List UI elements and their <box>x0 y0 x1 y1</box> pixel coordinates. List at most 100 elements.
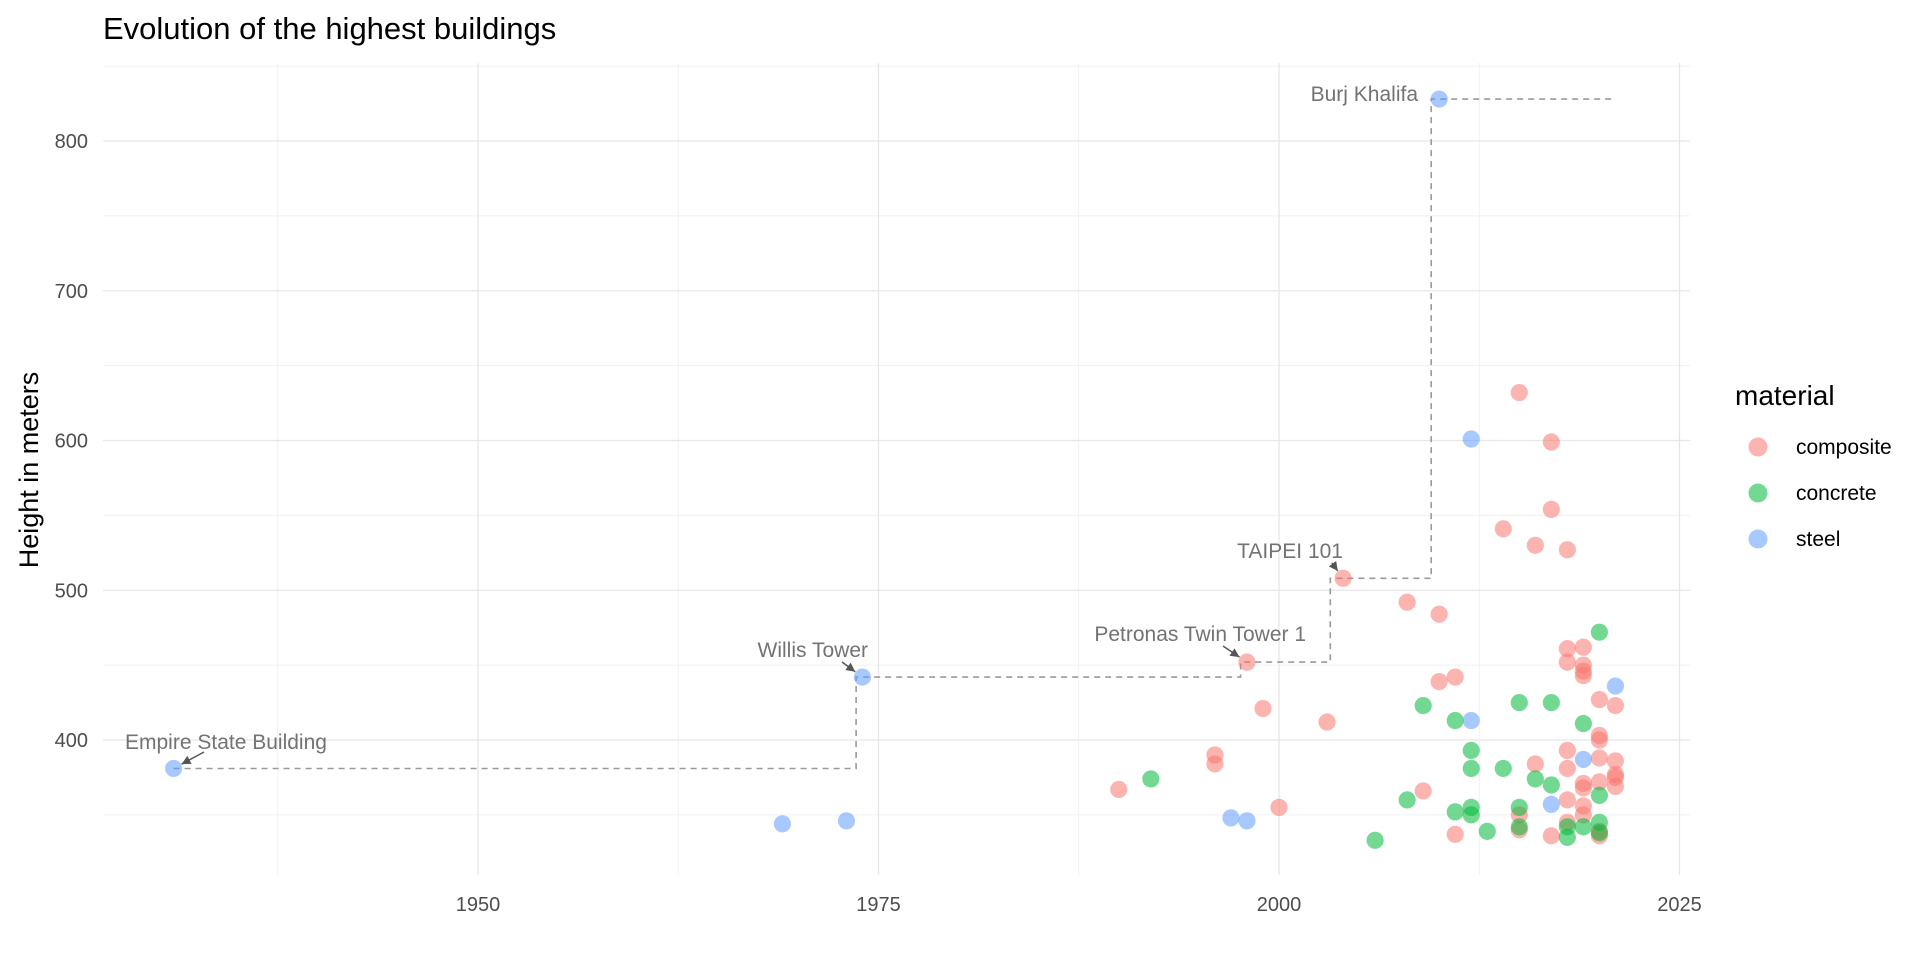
data-point-composite <box>1574 806 1592 824</box>
data-point-concrete <box>1446 803 1464 821</box>
data-point-composite <box>1526 536 1544 554</box>
annotation-arrowhead <box>181 755 192 765</box>
data-point-steel <box>1238 812 1256 830</box>
data-point-composite <box>1558 759 1576 778</box>
data-point-steel <box>773 815 791 833</box>
data-point-composite <box>1542 827 1560 845</box>
data-point-concrete <box>1542 776 1560 794</box>
data-point-composite <box>1574 667 1592 685</box>
data-point-concrete <box>1558 828 1576 846</box>
annotation-label: TAIPEI 101 <box>1237 540 1343 563</box>
data-point-composite <box>1334 569 1352 587</box>
data-point-composite <box>1238 653 1256 671</box>
data-point-composite <box>1542 433 1560 451</box>
data-point-concrete <box>1574 714 1592 733</box>
annotation-label: Burj Khalifa <box>1311 83 1419 106</box>
data-point-composite <box>1110 780 1128 799</box>
annotation-arrowhead <box>845 662 856 672</box>
data-point-concrete <box>1590 623 1608 641</box>
data-point-concrete <box>1510 693 1528 712</box>
data-point-concrete <box>1590 824 1608 842</box>
data-point-concrete <box>1446 711 1464 730</box>
y-tick-label: 600 <box>55 431 88 453</box>
data-point-composite <box>1526 755 1544 773</box>
annotations: Empire State Building Willis Tower Petrona… <box>125 83 1419 765</box>
data-point-concrete <box>1398 791 1416 809</box>
legend-key-steel <box>1748 529 1768 549</box>
data-point-steel <box>837 812 856 830</box>
data-point-composite <box>1510 383 1528 402</box>
data-point-composite <box>1558 653 1576 671</box>
data-point-composite <box>1270 798 1288 816</box>
legend-label-steel: steel <box>1796 528 1840 551</box>
data-point-concrete <box>1462 759 1480 778</box>
annotation-label: Willis Tower <box>758 639 868 662</box>
record-step-line-group <box>173 98 1616 770</box>
data-point-composite <box>1590 731 1608 749</box>
data-point-concrete <box>1462 741 1480 760</box>
legend-label-composite: composite <box>1796 436 1892 459</box>
data-point-steel <box>1222 809 1240 827</box>
data-points <box>165 90 1625 849</box>
data-point-concrete <box>1142 770 1160 788</box>
data-point-concrete <box>1462 806 1480 824</box>
data-point-concrete <box>1574 818 1592 836</box>
data-point-composite <box>1574 779 1592 797</box>
data-point-composite <box>1558 791 1576 809</box>
x-tick-label: 2025 <box>1657 894 1702 916</box>
x-tick-label: 2000 <box>1257 894 1302 916</box>
grid <box>103 63 1690 875</box>
x-tick-label: 1975 <box>856 894 901 916</box>
data-point-composite <box>1590 749 1608 767</box>
record-step-line <box>173 98 1616 770</box>
data-point-composite <box>1446 668 1464 686</box>
data-point-concrete <box>1510 798 1528 816</box>
data-point-steel <box>1574 750 1592 769</box>
data-point-composite <box>1446 825 1464 843</box>
data-point-composite <box>1574 638 1592 656</box>
data-point-composite <box>1254 699 1272 718</box>
data-point-composite <box>1606 777 1625 796</box>
y-axis-title: Height in meters <box>14 372 44 569</box>
data-point-composite <box>1206 746 1224 764</box>
y-tick-label: 800 <box>55 131 88 153</box>
data-point-composite <box>1398 593 1416 611</box>
y-tick-label: 400 <box>55 730 88 752</box>
data-point-steel <box>165 759 183 778</box>
data-point-composite <box>1318 713 1336 731</box>
legend-key-composite <box>1748 437 1768 457</box>
x-tick-label: 1950 <box>456 894 501 916</box>
y-tick-label: 500 <box>55 580 88 602</box>
legend-key-concrete <box>1748 483 1768 503</box>
data-point-composite <box>1414 782 1432 800</box>
y-tick-label: 700 <box>55 281 88 303</box>
data-point-composite <box>1590 690 1608 709</box>
data-point-concrete <box>1478 822 1496 840</box>
annotation-arrowhead <box>1229 648 1240 658</box>
data-point-concrete <box>1526 770 1544 788</box>
chart-title: Evolution of the highest buildings <box>103 11 556 46</box>
legend: material composite concrete steel <box>1735 380 1892 551</box>
data-point-steel <box>1606 677 1625 695</box>
data-point-concrete <box>1414 696 1432 715</box>
axes: 1950 1975 2000 2025 400 500 600 700 800 <box>55 131 1702 916</box>
data-point-steel <box>1430 90 1448 108</box>
data-point-composite <box>1542 500 1560 518</box>
legend-title: material <box>1735 380 1835 411</box>
data-point-composite <box>1558 741 1576 760</box>
data-point-concrete <box>1542 693 1560 712</box>
data-point-steel <box>1462 711 1480 730</box>
data-point-composite <box>1430 672 1448 691</box>
data-point-composite <box>1430 605 1448 623</box>
data-point-composite <box>1558 640 1576 658</box>
data-point-composite <box>1590 773 1608 791</box>
annotation-arrowhead <box>1328 561 1338 571</box>
data-point-composite <box>1558 541 1576 559</box>
data-point-steel <box>853 668 872 686</box>
data-point-concrete <box>1366 831 1384 849</box>
annotation-label: Petronas Twin Tower 1 <box>1094 623 1306 646</box>
data-point-concrete <box>1590 786 1608 805</box>
legend-label-concrete: concrete <box>1796 482 1877 505</box>
data-point-steel <box>1462 430 1480 448</box>
